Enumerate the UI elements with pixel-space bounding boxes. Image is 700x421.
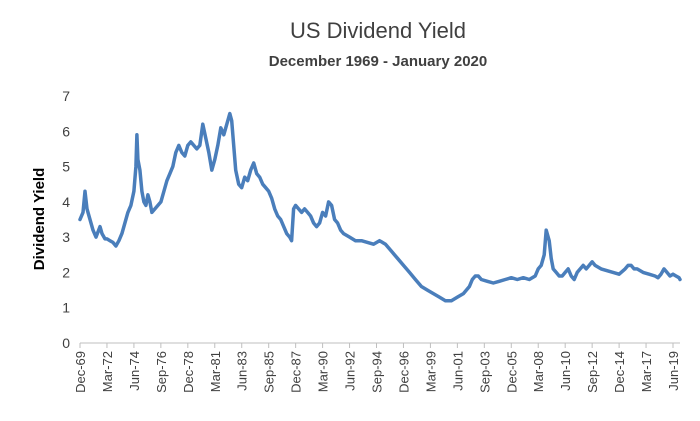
x-tick-label: Jun-01 (450, 351, 465, 391)
x-tick-label: Sep-76 (154, 351, 169, 393)
y-tick-label: 2 (62, 264, 70, 280)
x-tick-label: Jun-83 (235, 351, 250, 391)
y-tick-label: 5 (62, 159, 70, 175)
x-tick-label: Dec-96 (397, 351, 412, 393)
x-tick-label: Dec-78 (181, 351, 196, 393)
y-tick-label: 1 (62, 300, 70, 316)
x-tick-label: Jun-19 (666, 351, 681, 391)
x-tick-label: Mar-81 (208, 351, 223, 392)
plot-area (78, 111, 682, 344)
x-tick-label: Sep-85 (262, 351, 277, 393)
x-tick-label: Dec-87 (289, 351, 304, 393)
y-tick-label: 7 (62, 88, 70, 104)
chart-subtitle: December 1969 - January 2020 (269, 53, 487, 70)
x-tick-label: Mar-72 (100, 351, 115, 392)
y-tick-label: 3 (62, 229, 70, 245)
x-tick-label: Jun-92 (343, 351, 358, 391)
y-axis-title: Dividend Yield (31, 168, 48, 271)
x-tick-label: Jun-10 (558, 351, 573, 391)
x-tick-label: Mar-08 (531, 351, 546, 392)
x-tick-labels: Dec-69 Mar-72 Jun-74 Sep-76 Dec-78 Mar-81 Jun-… (73, 343, 681, 393)
series-line-0 (78, 111, 682, 303)
x-tick-label: Mar-90 (316, 351, 331, 392)
x-tick-label: Mar-17 (639, 351, 654, 392)
x-tick-label: Jun-74 (127, 351, 142, 391)
y-tick-label: 4 (62, 194, 70, 210)
y-tick-label: 0 (62, 335, 70, 351)
x-tick-label: Dec-05 (504, 351, 519, 393)
x-tick-label: Sep-94 (370, 351, 385, 393)
y-tick-label: 6 (62, 123, 70, 139)
x-tick-label: Sep-12 (585, 351, 600, 393)
chart-title: US Dividend Yield (290, 18, 466, 43)
x-tick-label: Dec-69 (73, 351, 88, 393)
x-tick-label: Mar-99 (423, 351, 438, 392)
x-tick-label: Sep-03 (477, 351, 492, 393)
y-tick-labels: 0 1 2 3 4 5 6 7 (62, 88, 70, 351)
x-tick-label: Dec-14 (612, 351, 627, 393)
